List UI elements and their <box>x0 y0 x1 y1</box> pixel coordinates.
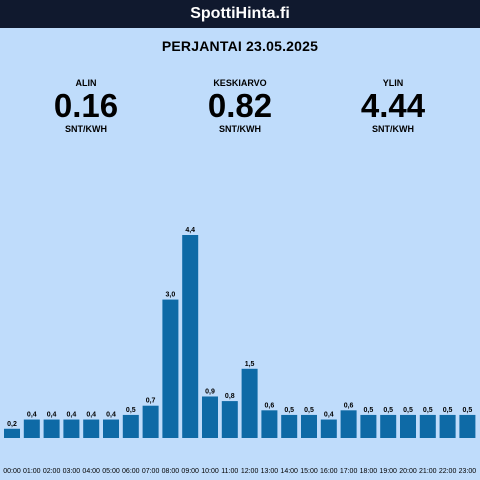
date-label: PERJANTAI 23.05.2025 <box>161 38 319 54</box>
x-tick-label: 15:00 <box>300 468 318 475</box>
bar-15:00 <box>301 414 317 438</box>
bar-value-label: 0,5 <box>423 407 433 414</box>
bar-value-label: 0,5 <box>304 407 314 414</box>
bar-21:00 <box>419 414 436 438</box>
bar-value-label: 1,5 <box>245 361 255 368</box>
stat-max-value: 4.44 <box>360 87 426 124</box>
x-tick-label: 11:00 <box>221 468 238 475</box>
x-tick-label: 07:00 <box>142 468 160 475</box>
bar-value-label: 0,6 <box>344 402 354 409</box>
bar-03:00 <box>63 419 80 438</box>
bar-value-label: 0,7 <box>146 398 156 405</box>
bar-value-label: 4,4 <box>185 227 195 234</box>
stat-min-value: 0.16 <box>53 87 119 124</box>
x-tick-label: 17:00 <box>340 468 358 475</box>
bar-value-label: 0,4 <box>106 412 116 419</box>
x-tick-label: 01:00 <box>23 468 41 475</box>
x-tick-label: 00:00 <box>3 468 21 475</box>
bar-16:00 <box>320 419 337 438</box>
bar-18:00 <box>360 414 377 438</box>
x-tick-label: 02:00 <box>43 468 61 475</box>
stat-max: YLIN 4.44 SNT/KWH <box>323 78 463 134</box>
bar-value-label: 0,2 <box>7 421 17 428</box>
x-tick-label: 14:00 <box>280 468 298 475</box>
stat-min-unit: SNT/KWH <box>65 124 107 134</box>
x-tick-label: 06:00 <box>122 468 140 475</box>
bar-22:00 <box>439 414 456 438</box>
bar-value-label: 0,4 <box>27 412 37 419</box>
x-tick-label: 04:00 <box>82 468 100 475</box>
x-tick-label: 19:00 <box>379 468 397 475</box>
x-tick-label: 10:00 <box>201 468 219 475</box>
x-tick-label: 22:00 <box>439 468 457 475</box>
bar-value-label: 0,5 <box>443 407 453 414</box>
bar-value-label: 3,0 <box>166 292 176 299</box>
bar-11:00 <box>221 401 238 438</box>
x-tick-label: 13:00 <box>261 468 279 475</box>
stat-min: ALIN 0.16 SNT/KWH <box>16 78 156 134</box>
bar-value-label: 0,4 <box>47 412 57 419</box>
x-tick-label: 18:00 <box>360 468 378 475</box>
bar-value-label: 0,5 <box>126 407 136 414</box>
x-tick-label: 03:00 <box>63 468 81 475</box>
bar-07:00 <box>142 405 159 438</box>
bar-value-label: 0,8 <box>225 393 235 400</box>
x-tick-label: 08:00 <box>162 468 180 475</box>
stat-average-value: 0.82 <box>207 87 273 124</box>
stat-min-label: ALIN <box>75 78 97 88</box>
bar-value-label: 0,4 <box>324 412 334 419</box>
bar-06:00 <box>122 414 139 438</box>
x-tick-label: 05:00 <box>102 468 120 475</box>
x-tick-label: 12:00 <box>241 468 259 475</box>
bar-value-label: 0,6 <box>265 402 275 409</box>
site-title[interactable]: SpottiHinta.fi <box>190 5 290 22</box>
stat-max-unit: SNT/KWH <box>372 124 414 134</box>
bar-02:00 <box>43 419 60 438</box>
bar-14:00 <box>281 414 298 438</box>
bar-00:00 <box>4 428 20 438</box>
app-header: SpottiHinta.fi <box>0 0 480 28</box>
bar-value-label: 0,5 <box>284 407 294 414</box>
bar-05:00 <box>103 419 119 438</box>
bar-17:00 <box>340 410 357 438</box>
bar-value-label: 0,5 <box>463 407 473 414</box>
stat-average: KESKIARVO 0.82 SNT/KWH <box>170 78 310 134</box>
bar-01:00 <box>23 419 40 438</box>
bar-value-label: 0,9 <box>205 388 215 395</box>
bar-04:00 <box>83 419 100 438</box>
bar-13:00 <box>261 410 278 438</box>
bar-value-label: 0,5 <box>383 407 393 414</box>
bar-value-label: 0,4 <box>67 412 77 419</box>
x-tick-label: 23:00 <box>459 468 477 475</box>
bar-value-label: 0,5 <box>364 407 374 414</box>
bar-value-label: 0,4 <box>86 412 96 419</box>
bar-12:00 <box>241 368 258 438</box>
x-tick-label: 09:00 <box>181 468 199 475</box>
stat-average-label: KESKIARVO <box>213 78 267 88</box>
x-tick-label: 16:00 <box>320 468 338 475</box>
x-tick-label: 20:00 <box>399 468 417 475</box>
x-tick-label: 21:00 <box>419 468 437 475</box>
bar-19:00 <box>380 414 397 438</box>
bar-23:00 <box>459 414 476 438</box>
bar-10:00 <box>202 396 218 438</box>
bar-08:00 <box>162 299 179 438</box>
stat-average-unit: SNT/KWH <box>219 124 261 134</box>
bar-value-label: 0,5 <box>403 407 413 414</box>
bar-20:00 <box>400 414 416 438</box>
stat-max-label: YLIN <box>382 78 404 88</box>
bar-09:00 <box>182 235 199 438</box>
